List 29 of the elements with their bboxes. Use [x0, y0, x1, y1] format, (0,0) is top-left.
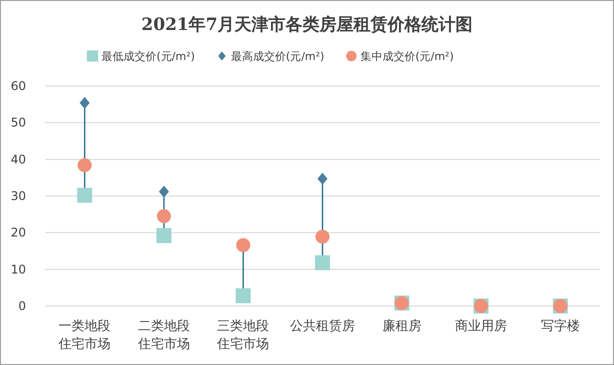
x-tick-label: 商业用房 — [455, 318, 508, 334]
point — [156, 228, 172, 244]
chart-title: 2021年7月天津市各类房屋租赁价格统计图 — [141, 15, 473, 35]
point — [80, 96, 90, 109]
x-tick-label: 二类地段住宅市场 — [136, 319, 190, 352]
y-tick-label: 60 — [10, 79, 26, 93]
x-tick-label: 写字楼 — [540, 318, 580, 334]
y-tick-label: 10 — [10, 262, 26, 276]
point — [236, 288, 251, 304]
legend-label: 最低成交价(元/m²) — [102, 50, 195, 63]
x-tick-label: 公共租赁房 — [290, 318, 355, 334]
y-tick-label: 0 — [18, 299, 26, 313]
x-tick-label: 三类地段住宅市场 — [216, 319, 270, 352]
y-tick-label: 40 — [10, 152, 26, 166]
y-tick-label: 20 — [10, 226, 26, 240]
y-tick-label: 50 — [10, 116, 26, 130]
point — [318, 172, 328, 185]
point — [78, 158, 92, 172]
x-tick-label: 一类地段住宅市场 — [58, 319, 111, 352]
point — [77, 188, 92, 203]
legend-label: 最高成交价(元/m²) — [230, 50, 324, 63]
point — [156, 209, 171, 224]
legend-label: 集中成交价(元/m²) — [360, 50, 454, 63]
x-tick-label: 廉租房 — [382, 318, 422, 334]
point — [315, 255, 330, 270]
point — [316, 230, 330, 244]
y-tick-label: 30 — [10, 189, 26, 203]
point — [236, 238, 250, 252]
point — [158, 186, 169, 198]
